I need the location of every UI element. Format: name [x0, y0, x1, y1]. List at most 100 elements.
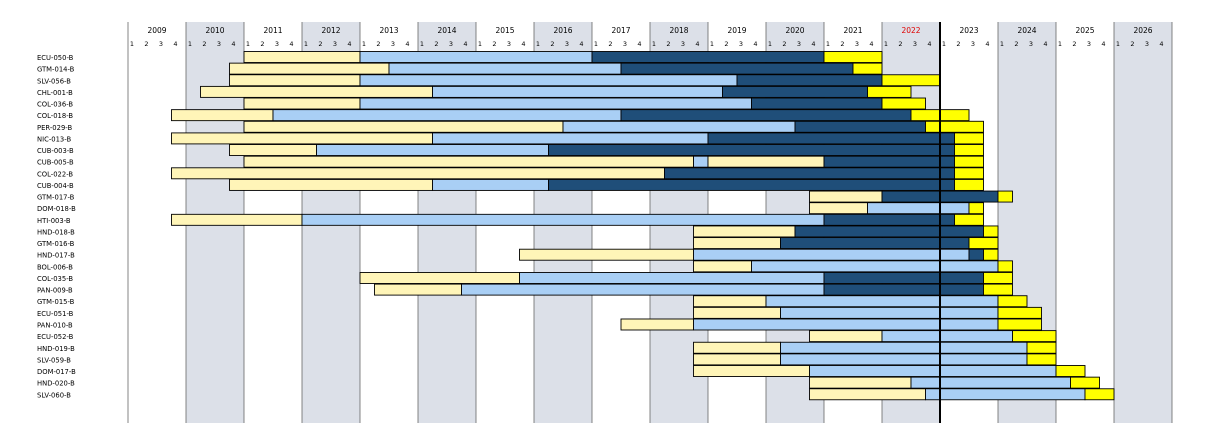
bar-preparation — [243, 51, 361, 63]
bar-late_execution — [823, 272, 984, 284]
bar-extension — [1026, 341, 1057, 354]
quarter-label: 4 — [927, 40, 931, 48]
quarter-label: 4 — [347, 40, 351, 48]
quarter-label: 3 — [1145, 40, 1149, 48]
bar-late_execution — [548, 144, 955, 156]
bar-execution — [925, 388, 1086, 401]
quarter-label: 4 — [1043, 40, 1047, 48]
bar-execution — [461, 283, 825, 296]
bar-extension — [997, 190, 1013, 203]
quarter-label: 2 — [782, 40, 786, 48]
bar-preparation — [229, 62, 390, 75]
row-label: PER-029-B — [37, 124, 72, 132]
year-label-2025: 2025 — [1075, 26, 1094, 35]
quarter-label: 2 — [550, 40, 554, 48]
bar-extension — [1084, 388, 1115, 401]
quarter-label: 3 — [739, 40, 743, 48]
quarter-label: 2 — [1014, 40, 1018, 48]
row-label: CUB-003-B — [37, 147, 74, 155]
bar-execution — [388, 62, 622, 75]
row-label: COL-036-B — [37, 101, 73, 109]
bar-preparation — [229, 178, 433, 191]
row-label: SLV-059-B — [37, 356, 71, 364]
year-label-2011: 2011 — [263, 26, 282, 35]
bar-extension — [1055, 365, 1086, 377]
bar-extension — [1026, 353, 1057, 366]
row-label: CUB-005-B — [37, 159, 74, 167]
bar-extension — [1012, 330, 1057, 343]
quarter-label: 2 — [608, 40, 612, 48]
quarter-label: 2 — [1130, 40, 1134, 48]
quarter-label: 2 — [434, 40, 438, 48]
bar-execution — [359, 97, 752, 110]
timeline-header: 2009 1 2 3 4 2010 1 2 3 4 2011 1 2 3 4 2012 1 2 3 4 2013 1 2 3 4… — [130, 26, 1164, 48]
bar-execution — [910, 376, 1071, 389]
bar-execution — [780, 306, 999, 319]
row-label: PAN-009-B — [37, 287, 73, 295]
project-bars — [171, 51, 1115, 401]
row-label: GTM-016-B — [37, 240, 75, 248]
quarter-label: 1 — [826, 40, 830, 48]
bar-late_execution — [968, 248, 984, 261]
quarter-label: 2 — [898, 40, 902, 48]
bar-preparation — [519, 248, 694, 261]
quarter-label: 3 — [333, 40, 337, 48]
bar-extension — [823, 51, 883, 63]
bar-extension — [968, 237, 999, 250]
quarter-label: 2 — [840, 40, 844, 48]
bar-late_execution — [736, 74, 883, 87]
bar-extension — [997, 306, 1042, 319]
bar-execution — [432, 178, 549, 191]
bar-preparation — [693, 260, 752, 273]
year-label-2018: 2018 — [669, 26, 688, 35]
quarter-label: 1 — [884, 40, 888, 48]
bar-preparation — [693, 365, 810, 377]
bar-late_execution — [823, 155, 955, 168]
quarter-label: 1 — [710, 40, 714, 48]
bar-extension — [852, 62, 883, 75]
bar-execution — [272, 109, 622, 122]
bar-preparation — [693, 341, 781, 354]
bar-extension — [954, 213, 984, 226]
bar-extension — [881, 97, 926, 110]
bar-late_execution — [664, 167, 955, 180]
quarter-label: 1 — [362, 40, 366, 48]
quarter-label: 2 — [202, 40, 206, 48]
bar-late_execution — [794, 225, 984, 238]
row-label: BOL-006-B — [37, 263, 73, 271]
bar-preparation — [374, 283, 462, 296]
bar-preparation — [809, 330, 883, 343]
bar-preparation — [620, 318, 694, 331]
bar-extension — [954, 132, 984, 145]
quarter-label: 4 — [811, 40, 815, 48]
quarter-label: 4 — [985, 40, 989, 48]
quarter-label: 3 — [623, 40, 627, 48]
bar-extension — [1070, 376, 1100, 389]
bar-execution — [780, 353, 1028, 366]
quarter-label: 3 — [855, 40, 859, 48]
bar-late_execution — [751, 97, 883, 110]
bar-late_execution — [722, 85, 868, 98]
year-label-2022: 2022 — [901, 26, 920, 35]
quarter-label: 4 — [521, 40, 525, 48]
bar-late_execution — [591, 51, 825, 63]
bar-execution — [562, 120, 796, 133]
row-label: NIC-013-B — [37, 135, 71, 143]
quarter-label: 4 — [753, 40, 757, 48]
quarter-label: 1 — [1058, 40, 1062, 48]
quarter-label: 4 — [231, 40, 235, 48]
quarter-label: 3 — [391, 40, 395, 48]
quarter-label: 2 — [376, 40, 380, 48]
row-label: DOM-017-B — [37, 368, 76, 376]
quarter-label: 3 — [913, 40, 917, 48]
row-label: DOM-018-B — [37, 205, 76, 213]
row-label: HND-018-B — [37, 228, 75, 236]
quarter-label: 4 — [579, 40, 583, 48]
bar-preparation — [707, 155, 825, 168]
bar-preparation — [229, 144, 317, 156]
quarter-label: 2 — [724, 40, 728, 48]
quarter-label: 4 — [463, 40, 467, 48]
row-label: COL-018-B — [37, 112, 73, 120]
quarter-label: 1 — [594, 40, 598, 48]
